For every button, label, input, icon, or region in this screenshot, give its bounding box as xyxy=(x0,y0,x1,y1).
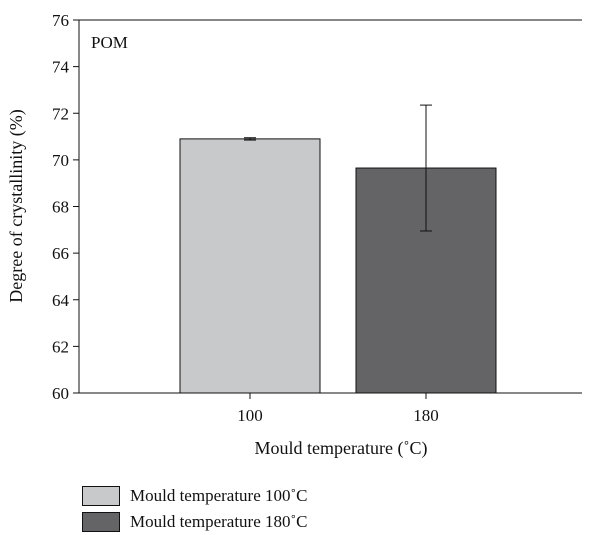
y-tick-label-6: 72 xyxy=(52,104,69,123)
x-tick-label-180: 180 xyxy=(413,406,439,425)
y-tick-label-8: 76 xyxy=(52,11,69,30)
y-axis-ticks: 60 62 64 66 68 70 72 74 76 xyxy=(52,11,79,403)
y-tick-label-7: 74 xyxy=(52,58,70,77)
bar-chart: 60 62 64 66 68 70 72 74 76 100 180 POM Mould temp… xyxy=(6,11,582,459)
bar-100 xyxy=(179,138,321,394)
legend-item-180: Mould temperature 180˚C xyxy=(82,509,308,535)
y-tick-label-0: 60 xyxy=(52,384,69,403)
legend-label-180: Mould temperature 180˚C xyxy=(130,512,308,531)
legend-swatch-180 xyxy=(82,512,120,532)
legend-swatch-100 xyxy=(82,486,120,506)
y-tick-label-2: 64 xyxy=(52,291,70,310)
panel-label: POM xyxy=(91,33,128,52)
x-tick-label-100: 100 xyxy=(237,406,263,425)
error-bars xyxy=(244,104,432,232)
y-tick-label-5: 70 xyxy=(52,151,69,170)
x-axis-ticks: 100 180 xyxy=(237,393,439,425)
legend: Mould temperature 100˚C Mould temperatur… xyxy=(82,483,308,535)
x-axis-title: Mould temperature (˚C) xyxy=(255,438,428,459)
y-tick-label-1: 62 xyxy=(52,337,69,356)
legend-label-100: Mould temperature 100˚C xyxy=(130,486,308,505)
y-tick-label-4: 68 xyxy=(52,198,69,217)
plot-frame xyxy=(78,19,582,394)
y-axis-title: Degree of crystallinity (%) xyxy=(6,109,27,302)
y-tick-label-3: 66 xyxy=(52,244,69,263)
legend-item-100: Mould temperature 100˚C xyxy=(82,483,308,509)
bars xyxy=(179,138,497,394)
